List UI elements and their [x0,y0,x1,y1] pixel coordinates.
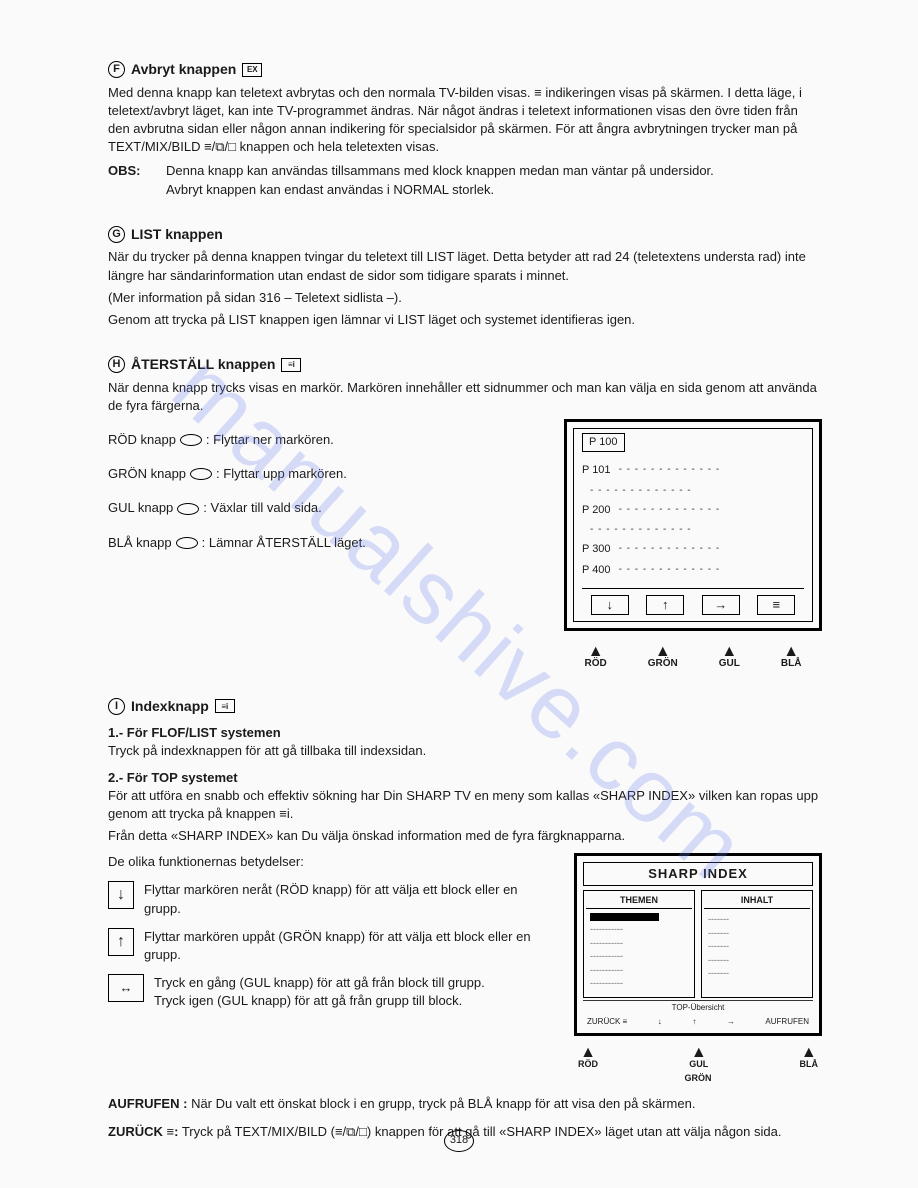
section-g-p2: (Mer information på sidan 316 – Teletext… [108,289,822,307]
aterstall-icon: ≡i [281,358,301,372]
si-col-b: INHALT [704,893,810,909]
func-lr-text: Tryck en gång (GUL knapp) för att gå frå… [154,974,485,1010]
gul-label: GUL knapp [108,499,173,517]
section-f-title: Avbryt knappen [131,60,236,80]
bla-action: : Lämnar ÅTERSTÄLL läget. [202,534,366,552]
section-g: G LIST knappen När du trycker på denna k… [108,225,822,329]
si-label-gron: GRÖN [574,1072,822,1085]
section-i-p2b: Från detta «SHARP INDEX» kan Du välja ön… [108,827,822,845]
si-footer: TOP-Übersicht [583,1000,813,1013]
obs-line2: Avbryt knappen kan endast användas i NOR… [166,181,714,199]
index-icon: ≡i [215,699,235,713]
arrow-up-icon: ↑ [646,595,684,615]
label-rod: ▲RÖD [585,645,607,671]
section-g-p3: Genom att trycka på LIST knappen igen lä… [108,311,822,329]
func-down-text: Flyttar markören neråt (RÖD knapp) för a… [144,881,556,917]
dash: - - - - - - - - - - - - - [590,484,692,498]
si-label-rod: ▲RÖD [578,1046,598,1070]
section-g-title: LIST knappen [131,225,223,245]
letter-i-icon: I [108,698,125,715]
section-i-heading: I Indexknapp ≡i [108,697,822,717]
arrow-down-icon: ↓ [591,595,629,615]
section-h-color-rows: RÖD knapp : Flyttar ner markören. GRÖN k… [108,431,546,568]
arrow-down-icon: ↓ [658,1016,662,1027]
arrow-up-icon: ↑ [108,928,134,956]
dash: - - - - - - - - - - - - - [619,563,721,578]
row-bla: BLÅ knapp : Lämnar ÅTERSTÄLL läget. [108,534,546,552]
row-rod: RÖD knapp : Flyttar ner markören. [108,431,546,449]
gul-action: : Växlar till vald sida. [203,499,322,517]
section-h: H ÅTERSTÄLL knappen ≡i När denna knapp t… [108,355,822,671]
section-i-h1: 1.- För FLOF/LIST systemen [108,724,822,742]
page-number: 318 [444,1130,474,1152]
section-h-heading: H ÅTERSTÄLL knappen ≡i [108,355,822,375]
letter-f-icon: F [108,61,125,78]
dash: - - - - - - - - - - - - - [619,463,721,478]
dash: - - - - - - - - - - - - - [619,503,721,518]
p400: P 400 [582,563,611,578]
si-label-bla: ▲BLÅ [800,1046,819,1070]
letter-h-icon: H [108,356,125,373]
ex-icon: EX [242,63,262,77]
dash: - - - - - - - - - - - - - [619,542,721,557]
si-label-gul: ▲GUL [689,1046,708,1070]
func-down: ↓ Flyttar markören neråt (RÖD knapp) för… [108,881,556,917]
arrow-leftright-icon: ↔ [108,974,144,1002]
p100-header: P 100 [582,433,625,452]
si-title: SHARP INDEX [583,862,813,886]
si-zuruck: ZURÜCK ≡ [587,1016,627,1027]
oval-icon [177,503,199,515]
section-g-p1: När du trycker på denna knappen tvingar … [108,248,822,284]
si-col-a: THEMEN [586,893,692,909]
oval-icon [190,468,212,480]
obs-line1: Denna knapp kan användas tillsammans med… [166,162,714,180]
rod-label: RÖD knapp [108,431,176,449]
label-bla: ▲BLÅ [781,645,802,671]
funcs-intro: De olika funktionernas betydelser: [108,853,556,871]
si-aufrufen: AUFRUFEN [765,1016,809,1027]
p300: P 300 [582,542,611,557]
section-i: I Indexknapp ≡i 1.- För FLOF/LIST system… [108,697,822,1142]
si-dashes-b: ----------------------------------- [704,909,810,985]
bla-label: BLÅ knapp [108,534,172,552]
obs-label: OBS: [108,162,154,198]
label-gron: ▲GRÖN [648,645,678,671]
rod-action: : Flyttar ner markören. [206,431,334,449]
dash: - - - - - - - - - - - - - [590,523,692,537]
section-f: F Avbryt knappen EX Med denna knapp kan … [108,60,822,199]
si-dashes-a: ----------------------------------------… [586,909,692,995]
func-lr: ↔ Tryck en gång (GUL knapp) för att gå f… [108,974,556,1010]
arrow-down-icon: ↓ [108,881,134,909]
oval-icon [180,434,202,446]
func-up-text: Flyttar markören uppåt (GRÖN knapp) för … [144,928,556,964]
row-gul: GUL knapp : Växlar till vald sida. [108,499,546,517]
section-i-h2: 2.- För TOP systemet [108,769,822,787]
section-h-title: ÅTERSTÄLL knappen [131,355,275,375]
func-up: ↑ Flyttar markören uppåt (GRÖN knapp) fö… [108,928,556,964]
oval-icon [176,537,198,549]
aufrufen-defn: AUFRUFEN : När Du valt ett önskat block … [108,1095,822,1113]
section-i-title: Indexknapp [131,697,209,717]
section-h-intro: När denna knapp trycks visas en markör. … [108,379,822,415]
menu-icon: ≡ [757,595,795,615]
p200: P 200 [582,503,611,518]
letter-g-icon: G [108,226,125,243]
section-f-obs: OBS: Denna knapp kan användas tillsamman… [108,162,822,198]
section-f-body: Med denna knapp kan teletext avbrytas oc… [108,84,822,157]
arrow-right-icon: → [702,595,740,615]
gron-action: : Flyttar upp markören. [216,465,347,483]
tv-p100-figure: P 100 P 101 - - - - - - - - - - - - - - -… [564,419,822,671]
section-i-p1: Tryck på indexknappen för att gå tillbak… [108,742,822,760]
arrow-right-icon: → [727,1016,735,1027]
p101: P 101 [582,463,611,478]
section-i-p2a: För att utföra en snabb och effektiv sök… [108,787,822,823]
label-gul: ▲GUL [719,645,740,671]
gron-label: GRÖN knapp [108,465,186,483]
obs-text: Denna knapp kan användas tillsammans med… [166,162,714,198]
section-f-heading: F Avbryt knappen EX [108,60,822,80]
section-g-heading: G LIST knappen [108,225,822,245]
row-gron: GRÖN knapp : Flyttar upp markören. [108,465,546,483]
arrow-up-icon: ↑ [692,1016,696,1027]
sharp-index-figure: SHARP INDEX THEMEN ---------------------… [574,853,822,1084]
